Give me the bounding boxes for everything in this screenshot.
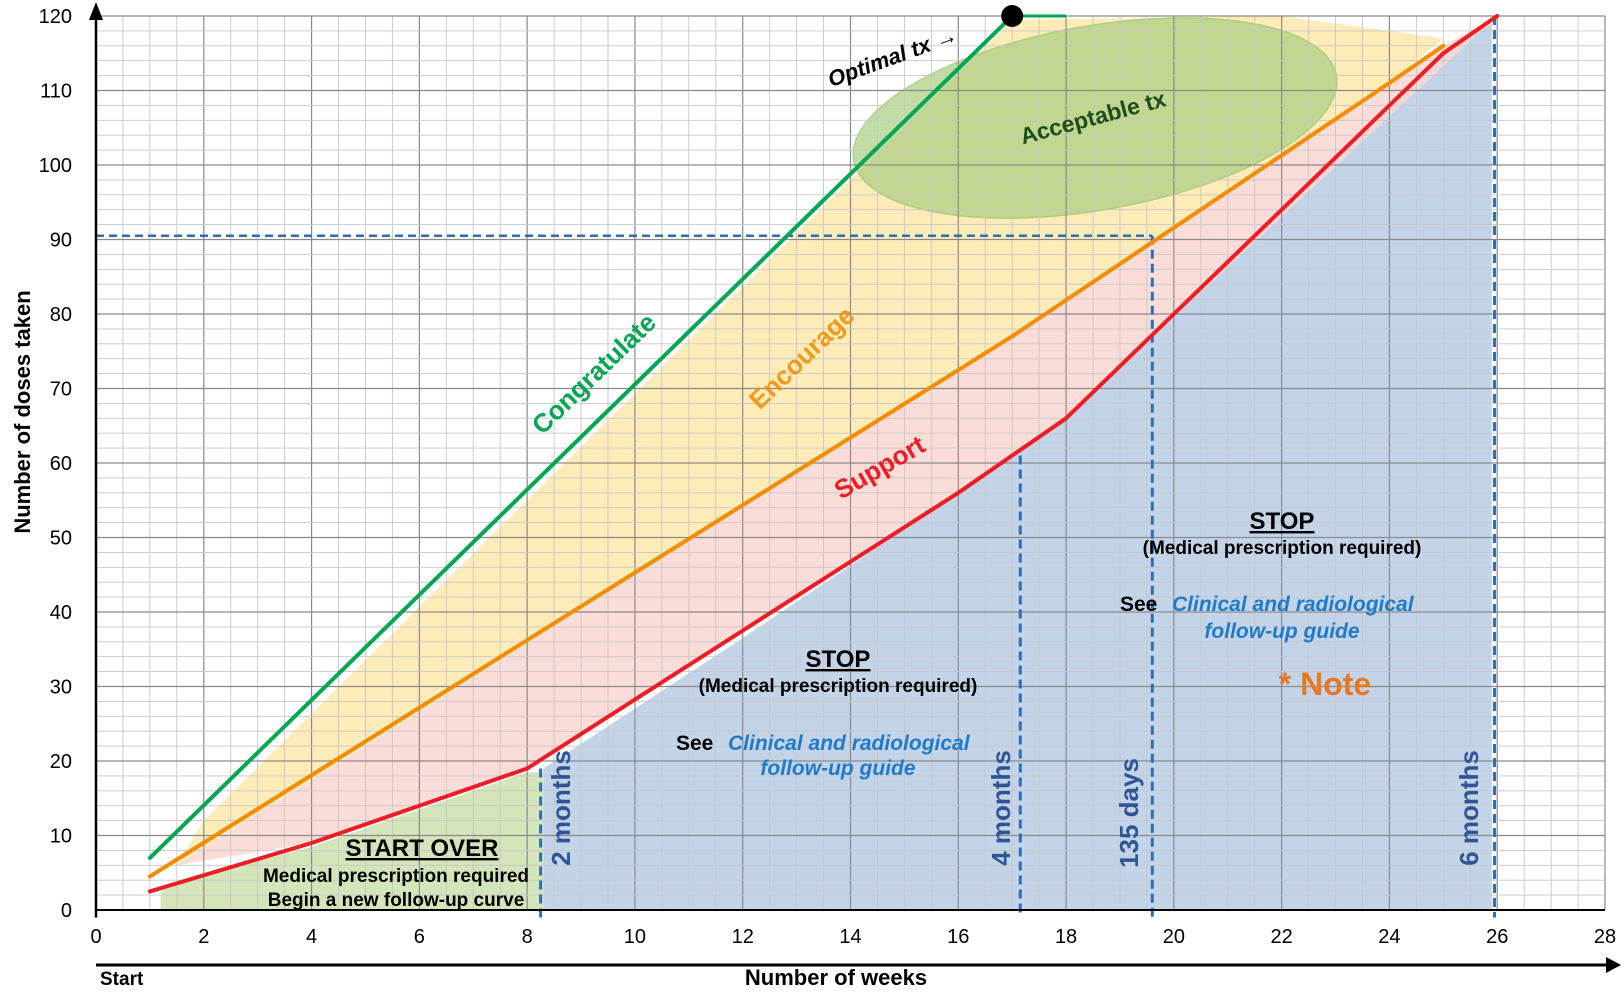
y-tick-label: 110 (40, 81, 72, 103)
y-tick-label: 90 (50, 230, 72, 252)
start-over-region (160, 772, 544, 910)
y-tick-label: 120 (39, 6, 72, 28)
stop-middle-link-line2[interactable]: follow-up guide (760, 757, 915, 780)
y-tick-label: 60 (50, 453, 72, 475)
stop-middle-title: STOP (806, 646, 871, 673)
y-tick-label: 40 (50, 602, 72, 624)
ref-label-135-days: 135 days (1114, 758, 1144, 868)
note-label[interactable]: * Note (1279, 666, 1371, 702)
ref-label-6-months: 6 months (1454, 750, 1484, 866)
x-tick-label: 10 (624, 926, 646, 948)
start-over-title: START OVER (346, 835, 499, 862)
x-tick-label: 4 (306, 926, 317, 948)
x-tick-label: 8 (522, 926, 533, 948)
x-tick-label: 16 (947, 926, 969, 948)
series-line-congratulate (147, 14, 1015, 860)
grid (95, 15, 1606, 911)
stop-right-see: See (1120, 593, 1157, 616)
ref-label-2-months: 2 months (546, 750, 576, 866)
x-tick-label: 18 (1055, 926, 1077, 948)
stop-middle-link-line1[interactable]: Clinical and radiological (728, 732, 971, 755)
x-tick-label: 26 (1486, 926, 1508, 948)
y-tick-label: 50 (50, 528, 72, 550)
stop-right-link-line2[interactable]: follow-up guide (1204, 620, 1359, 643)
stop-middle-see: See (676, 732, 713, 755)
ref-label-4-months: 4 months (986, 750, 1016, 866)
stop-right-link-line1[interactable]: Clinical and radiological (1172, 593, 1415, 616)
y-tick-label: 20 (50, 751, 72, 773)
series-lines (147, 5, 1500, 894)
y-tick-label: 0 (61, 900, 72, 922)
y-tick-label: 80 (50, 304, 72, 326)
start-over-line2: Begin a new follow-up curve (268, 890, 525, 911)
x-tick-label: 12 (732, 926, 754, 948)
start-label: Start (100, 969, 144, 990)
x-tick-label: 2 (198, 926, 209, 948)
y-tick-label: 100 (39, 155, 72, 177)
y-axis-arrow (89, 2, 103, 20)
x-tick-label: 24 (1378, 926, 1400, 948)
optimal-tx-marker (1001, 5, 1024, 27)
reference-lines (96, 16, 1497, 918)
x-tick-label: 20 (1163, 926, 1185, 948)
x-tick-label: 6 (414, 926, 425, 948)
series-line-support (147, 14, 1500, 894)
x-tick-label: 28 (1594, 926, 1616, 948)
x-tick-label: 14 (839, 926, 861, 948)
time-arrow-head (1606, 957, 1621, 973)
x-tick-label: 22 (1271, 926, 1293, 948)
y-axis-title: Number of doses taken (10, 290, 35, 533)
y-tick-label: 10 (50, 826, 72, 848)
x-axis-title: Number of weeks (745, 965, 927, 990)
y-tick-label: 70 (50, 379, 72, 401)
stop-right-title: STOP (1250, 508, 1315, 535)
x-tick-label: 0 (90, 926, 101, 948)
stop-right-subtitle: (Medical prescription required) (1143, 538, 1422, 559)
encourage-band (176, 16, 1444, 866)
y-tick-label: 30 (50, 677, 72, 699)
series-line-encourage (147, 43, 1446, 879)
stop-middle-subtitle: (Medical prescription required) (699, 676, 978, 697)
start-over-line1: Medical prescription required (263, 866, 529, 887)
axes: 0 2 4 6 8 10 12 14 16 18 20 22 24 26 28010203040506070… (39, 2, 1621, 973)
